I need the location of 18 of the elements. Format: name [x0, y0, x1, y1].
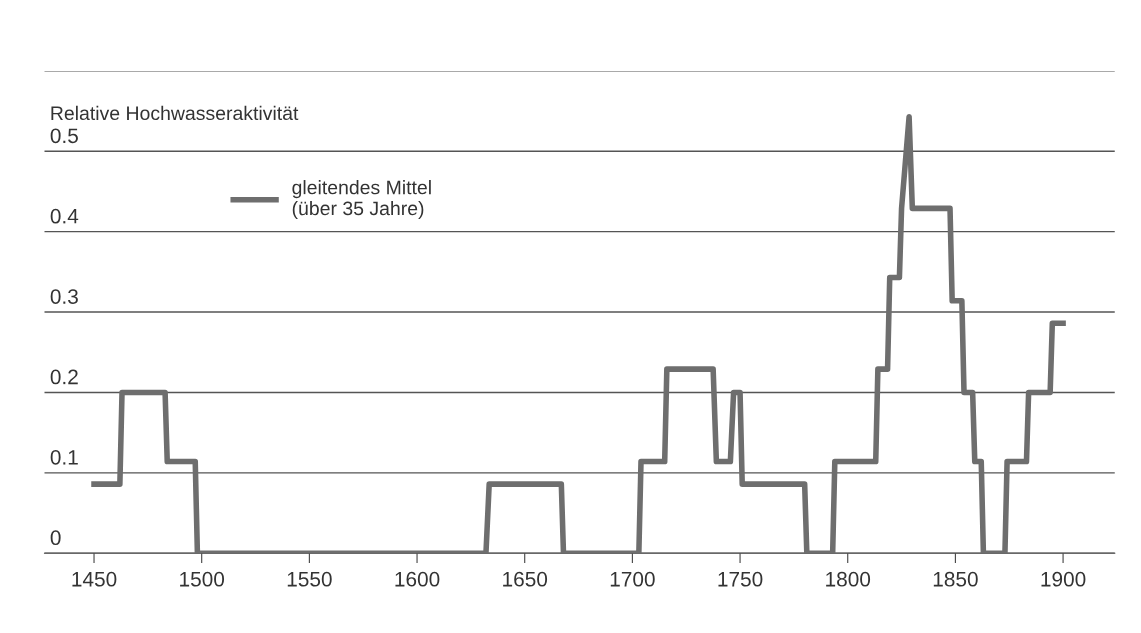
y-axis-title: Relative Hochwasseraktivität: [51, 105, 299, 121]
x-tick-label: 1900: [1041, 571, 1086, 587]
x-tick-label: 1650: [503, 571, 548, 587]
y-tick-label: 0.1: [50, 449, 78, 465]
x-tick-label: 1550: [287, 571, 332, 587]
x-tick-label: 1850: [933, 571, 978, 587]
y-tick-label: 0.5: [50, 128, 78, 144]
y-tick-label: 0.3: [50, 289, 78, 304]
x-tick-label: 1600: [395, 571, 440, 587]
x-tick-label: 1700: [610, 571, 655, 587]
x-tick-label: 1800: [826, 571, 871, 587]
legend-label: gleitendes Mittel (über 35 Jahre): [292, 180, 431, 220]
x-tick-label: 1450: [72, 571, 117, 587]
x-tick-label: 1500: [180, 571, 225, 587]
y-tick-label: 0.2: [50, 369, 78, 385]
y-tick-label: 0.4: [50, 208, 79, 224]
y-tick-label: 0: [50, 530, 61, 546]
x-tick-label: 1750: [718, 571, 763, 587]
